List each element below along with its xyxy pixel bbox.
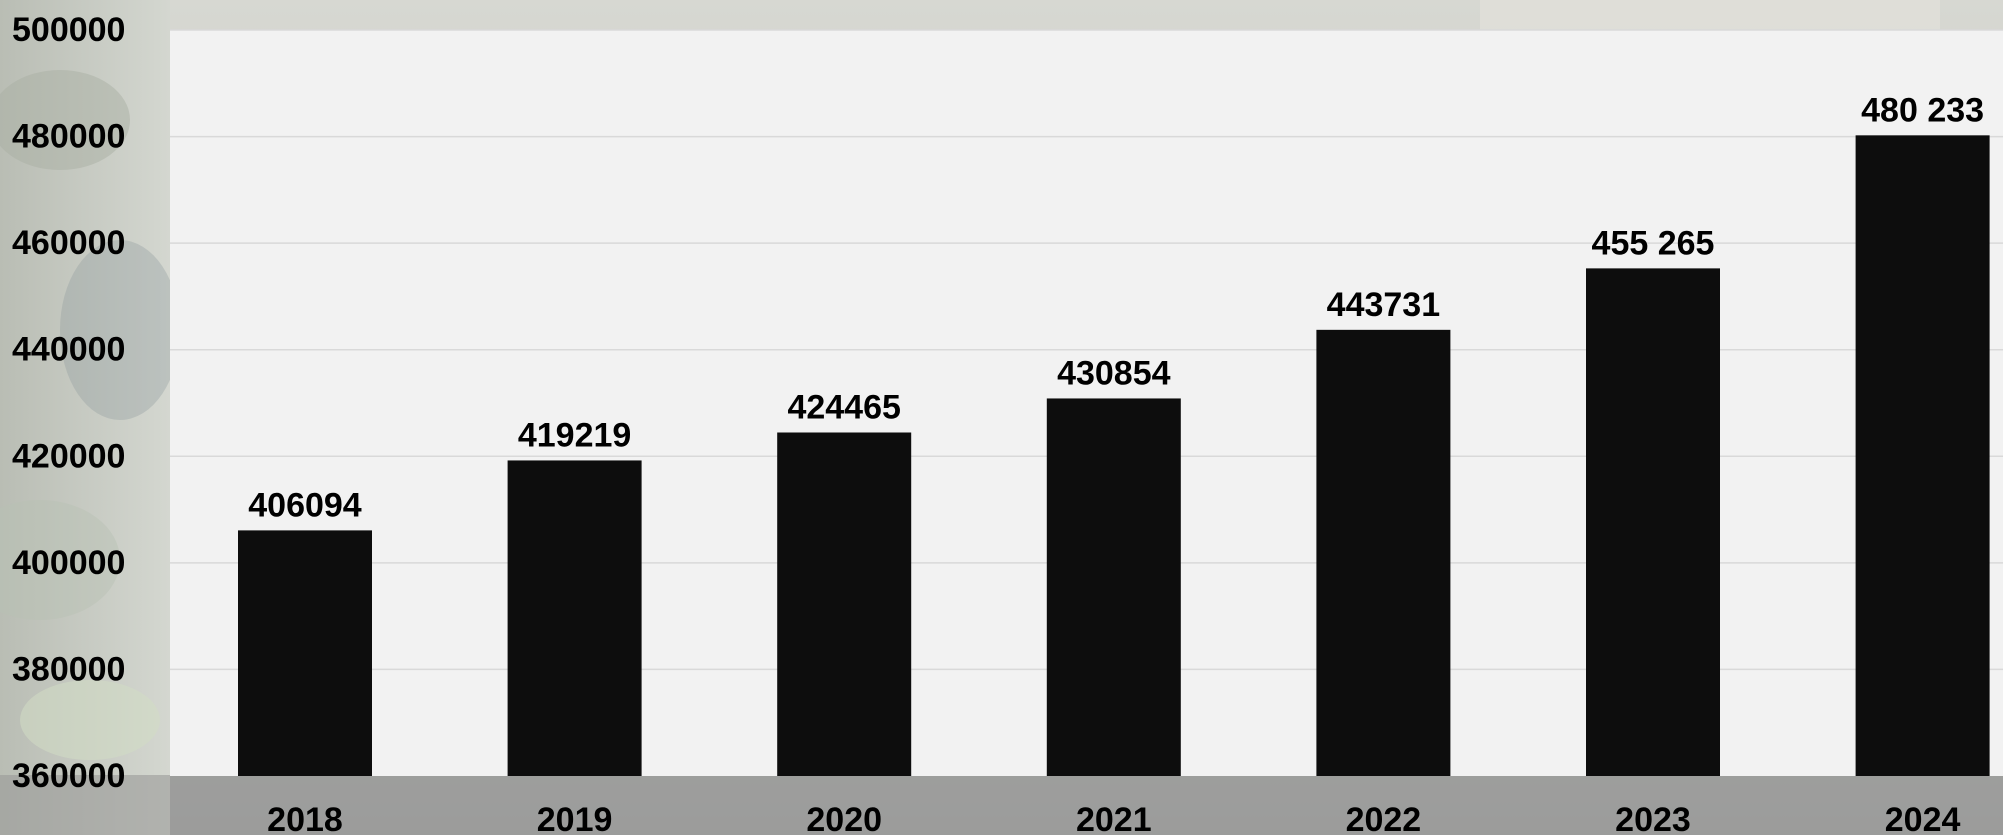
x-tick-label-2022: 2022	[1346, 801, 1422, 835]
data-label-2024: 480 233	[1861, 91, 1984, 129]
y-axis: 360000 380000 400000 420000 440000 460000 4800…	[12, 11, 125, 795]
bar-2018	[238, 530, 372, 776]
y-tick-label: 420000	[12, 437, 125, 475]
bar-2022	[1316, 329, 1451, 776]
y-tick-label: 500000	[12, 11, 125, 49]
x-tick-label-2019: 2019	[537, 801, 613, 835]
x-tick-label-2024: 2024	[1885, 801, 1961, 835]
x-tick-label-2018: 2018	[267, 801, 343, 835]
x-axis: 2018 2019 2020 2021 2022 2023 2024	[267, 801, 1960, 835]
bars	[238, 135, 1990, 777]
data-label-2023: 455 265	[1592, 224, 1715, 262]
data-label-2021: 430854	[1057, 354, 1171, 392]
bar-2020	[777, 432, 912, 776]
x-tick-label-2020: 2020	[806, 801, 882, 835]
x-tick-label-2023: 2023	[1615, 801, 1691, 835]
y-tick-label: 380000	[12, 650, 125, 688]
data-labels: 406094 419219 424465 430854 443731 455 265 480…	[248, 91, 1984, 524]
data-label-2022: 443731	[1327, 286, 1440, 324]
x-tick-label-2021: 2021	[1076, 801, 1152, 835]
y-tick-label: 440000	[12, 331, 125, 369]
bar-2023	[1586, 268, 1720, 776]
y-tick-label: 460000	[12, 224, 125, 262]
data-label-2020: 424465	[787, 388, 900, 426]
data-label-2018: 406094	[248, 486, 362, 524]
bar-2021	[1046, 398, 1181, 776]
bar-2024	[1855, 135, 1990, 777]
y-tick-label: 400000	[12, 544, 125, 582]
y-tick-label: 480000	[12, 118, 125, 156]
data-label-2019: 419219	[518, 416, 631, 454]
bar-2019	[507, 460, 642, 776]
y-tick-label: 360000	[12, 757, 125, 795]
